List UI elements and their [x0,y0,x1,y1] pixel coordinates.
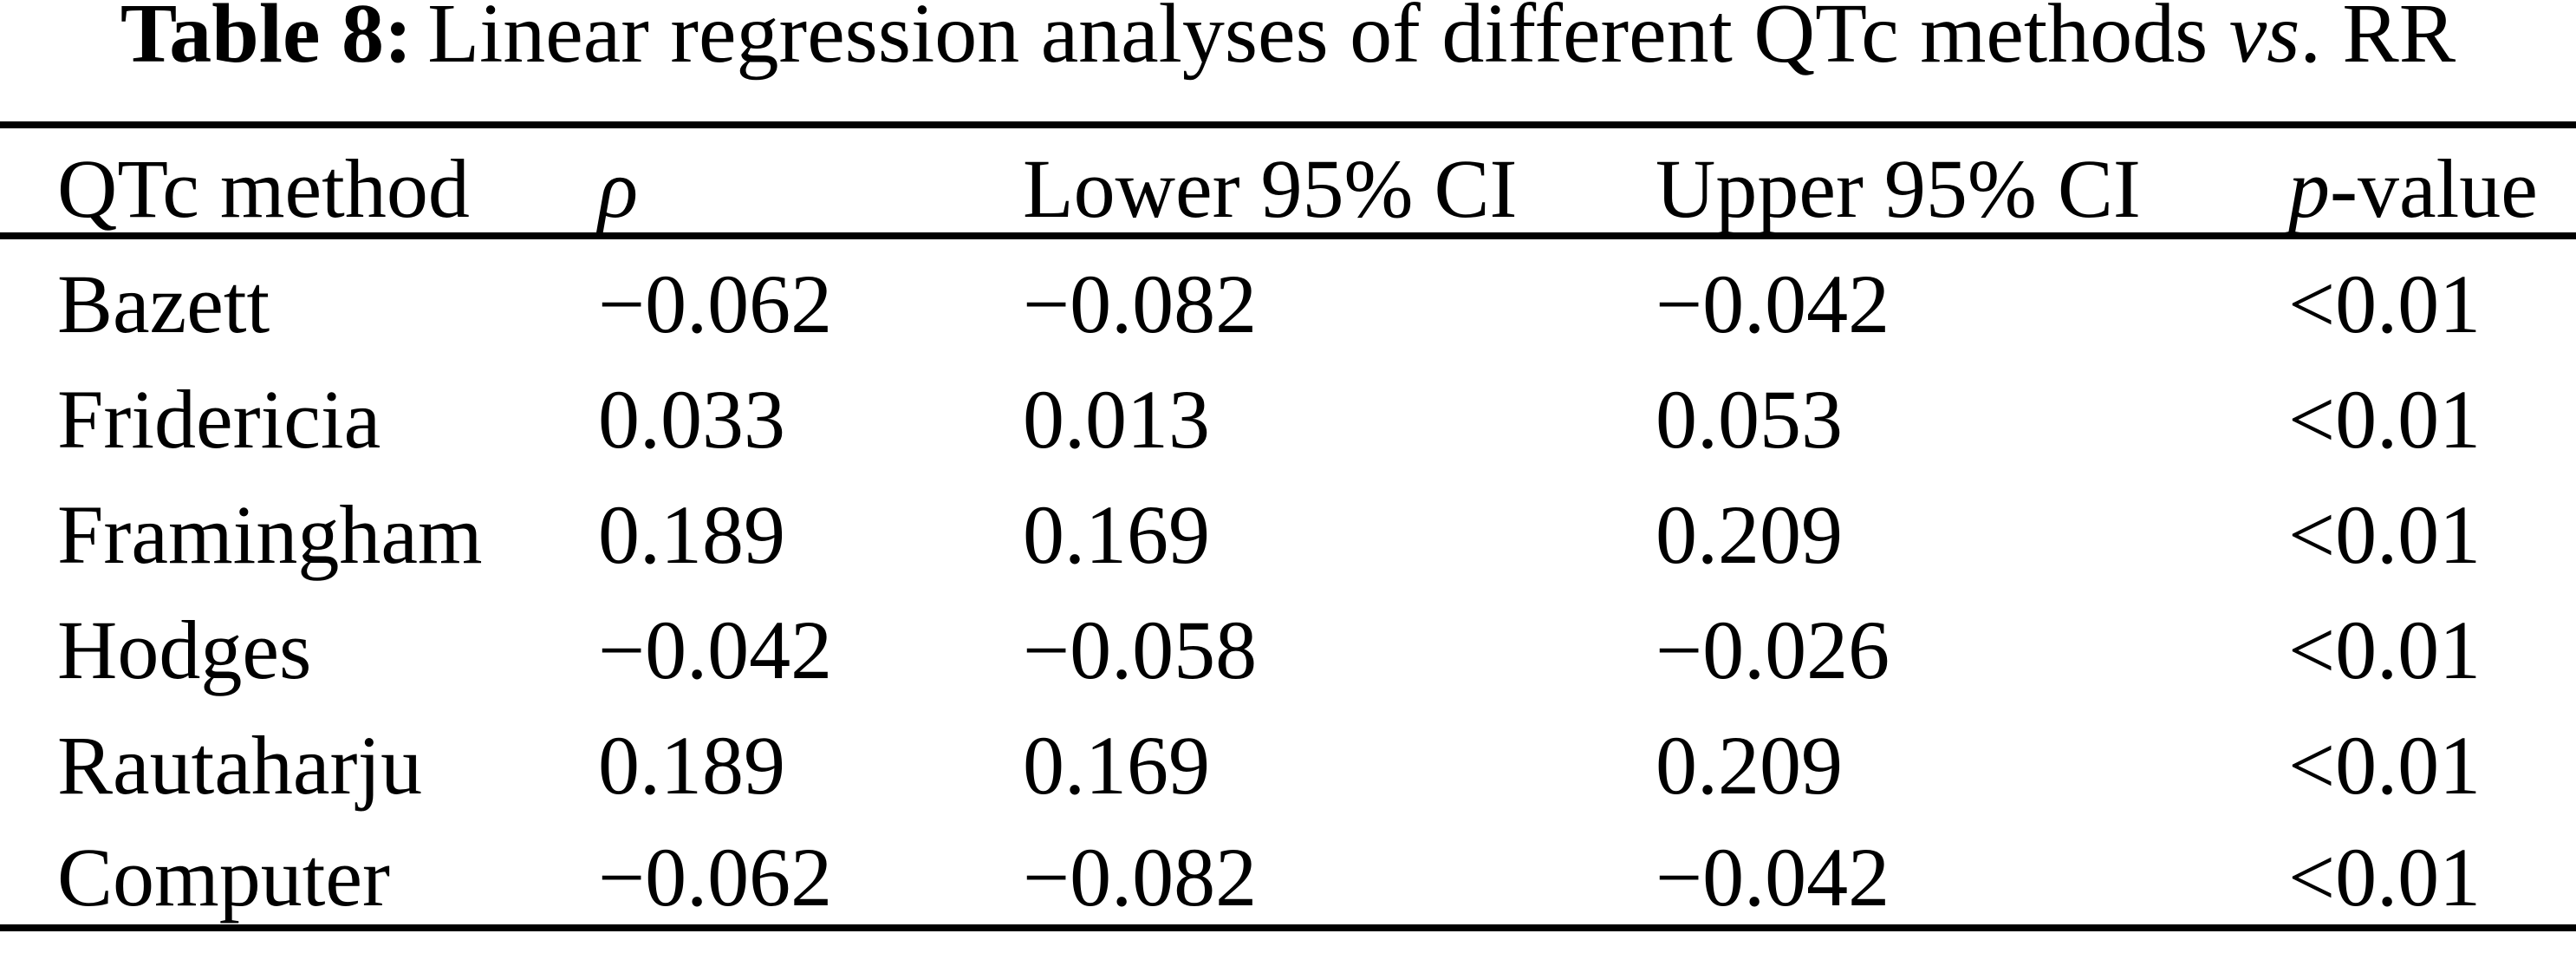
cell-rho: 0.189 [598,488,785,581]
caption-vs-italic: vs [2228,0,2300,81]
cell-lower: 0.169 [1023,488,1210,581]
cell-p: <0.01 [2288,258,2482,350]
p-value-italic-p: p [2288,142,2330,235]
cell-rho: −0.062 [598,258,833,350]
cell-rho: 0.033 [598,373,785,466]
cell-lower: −0.082 [1023,258,1258,350]
cell-method: Hodges [57,604,312,696]
caption-label: Table 8: [120,0,413,81]
cell-p: <0.01 [2288,373,2482,466]
cell-lower: 0.169 [1023,719,1210,812]
caption-tail: . RR [2300,0,2456,81]
cell-method: Bazett [57,258,270,350]
cell-method: Fridericia [57,373,381,466]
col-header-rho: ρ [598,125,1023,239]
cell-p: <0.01 [2288,831,2482,924]
regression-table: QTc method ρ Lower 95% CI Upper 95% CI p… [0,121,2576,931]
cell-method: Rautaharju [57,719,423,812]
table-caption: Table 8: Linear regression analyses of di… [0,0,2576,76]
caption-text: Linear regression analyses of different … [427,0,2229,81]
cell-upper: 0.209 [1656,488,1843,581]
cell-lower: −0.082 [1023,831,1258,924]
cell-method: Computer [57,831,390,924]
table-row: Computer −0.062 −0.082 −0.042 <0.01 [0,813,2576,928]
cell-lower: 0.013 [1023,373,1210,466]
table-row: Bazett −0.062 −0.082 −0.042 <0.01 [0,236,2576,351]
cell-upper: −0.026 [1656,604,1890,696]
cell-upper: 0.209 [1656,719,1843,812]
table-body: Bazett −0.062 −0.082 −0.042 <0.01 Fridericia 0… [0,236,2576,928]
cell-p: <0.01 [2288,604,2482,696]
table-row: Hodges −0.042 −0.058 −0.026 <0.01 [0,582,2576,697]
cell-rho: −0.042 [598,604,833,696]
cell-rho: −0.062 [598,831,833,924]
p-value-rest: -value [2330,142,2538,235]
cell-p: <0.01 [2288,719,2482,812]
cell-method: Framingham [57,488,483,581]
cell-rho: 0.189 [598,719,785,812]
col-header-p-value: p-value [2288,125,2576,239]
col-header-upper-ci: Upper 95% CI [1656,125,2288,239]
table-row: Rautaharju 0.189 0.169 0.209 <0.01 [0,697,2576,813]
cell-upper: −0.042 [1656,258,1890,350]
table-row: Fridericia 0.033 0.013 0.053 <0.01 [0,351,2576,467]
cell-upper: 0.053 [1656,373,1843,466]
cell-upper: −0.042 [1656,831,1890,924]
col-header-qtc-method: QTc method [0,125,598,239]
cell-lower: −0.058 [1023,604,1258,696]
header-row: QTc method ρ Lower 95% CI Upper 95% CI p… [0,125,2576,239]
cell-p: <0.01 [2288,488,2482,581]
table-row: Framingham 0.189 0.169 0.209 <0.01 [0,467,2576,582]
col-header-lower-ci: Lower 95% CI [1023,125,1656,239]
